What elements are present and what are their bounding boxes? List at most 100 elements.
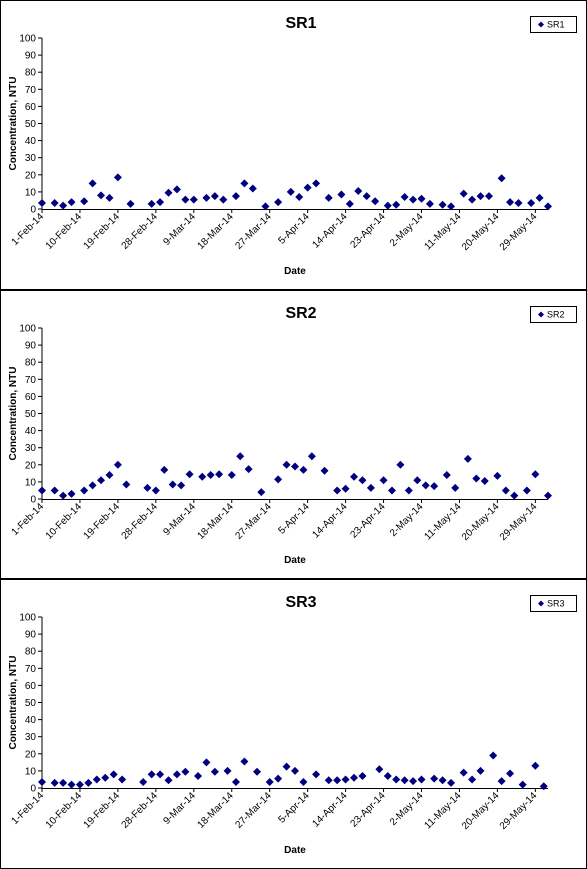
- y-tick-label: 30: [25, 153, 37, 164]
- chart-title: SR2: [285, 305, 316, 322]
- y-tick-label: 70: [25, 85, 37, 96]
- data-point-sr3-20: [231, 778, 240, 787]
- data-point-sr1-11: [156, 198, 165, 207]
- data-point-sr2-9: [122, 480, 131, 489]
- data-point-sr2-22: [257, 488, 266, 497]
- data-point-sr1-40: [438, 200, 447, 209]
- x-tick-label: 20-May-14: [460, 790, 502, 832]
- x-tick-label: 27-Mar-14: [233, 211, 274, 252]
- y-tick-label: 60: [25, 681, 37, 692]
- x-tick-label: 19-Feb-14: [82, 501, 123, 542]
- x-tick-label: 10-Feb-14: [44, 211, 85, 252]
- data-point-sr2-35: [387, 486, 396, 495]
- x-tick-label: 27-Mar-14: [233, 501, 274, 542]
- legend: SR3: [530, 595, 577, 612]
- legend-label: SR3: [547, 599, 565, 609]
- data-point-sr2-11: [151, 486, 160, 495]
- x-tick-label: 1-Feb-14: [10, 501, 47, 538]
- legend-box: [530, 16, 577, 33]
- x-tick-label: 9-Mar-14: [161, 790, 198, 827]
- data-point-sr2-50: [531, 470, 540, 479]
- data-point-sr3-5: [84, 778, 93, 787]
- data-point-sr1-48: [514, 199, 523, 208]
- y-tick-label: 80: [25, 358, 37, 369]
- data-point-sr1-16: [202, 193, 211, 202]
- y-tick-label: 10: [25, 766, 37, 777]
- x-tick-label: 29-May-14: [498, 790, 540, 832]
- data-point-sr2-48: [510, 491, 519, 500]
- legend-marker: [538, 311, 544, 318]
- x-tick-label: 29-May-14: [498, 501, 540, 543]
- legend: SR1: [530, 16, 577, 33]
- data-point-sr3-51: [539, 782, 548, 791]
- data-point-sr2-40: [430, 482, 439, 491]
- x-tick-label: 20-May-14: [460, 211, 502, 253]
- data-point-sr3-33: [358, 772, 367, 781]
- data-point-sr1-37: [409, 195, 418, 204]
- data-point-sr1-22: [261, 202, 270, 211]
- data-point-sr2-18: [215, 470, 224, 479]
- data-point-sr1-44: [476, 192, 485, 201]
- chart-panel-sr3: SR3 0 10 20 30 40 50 60 70 80 90 100 1-Feb-14 10-Feb-…: [0, 579, 587, 869]
- data-point-sr3-22: [253, 767, 262, 776]
- chart-sr2: SR2 0 10 20 30 40 50 60 70 80 90 100 1-Feb-1410-Feb-…: [0, 290, 587, 579]
- data-point-sr3-25: [282, 762, 291, 771]
- y-tick-label: 70: [25, 375, 37, 386]
- data-point-sr2-33: [366, 483, 375, 492]
- data-point-sr1-3: [67, 198, 76, 207]
- data-point-sr1-25: [295, 193, 304, 202]
- x-tick-label: 2-May-14: [388, 790, 426, 828]
- data-point-sr2-17: [206, 471, 215, 480]
- y-tick-label: 20: [25, 170, 37, 181]
- x-tick-label: 29-May-14: [498, 211, 540, 253]
- data-point-sr1-10: [147, 199, 156, 208]
- data-point-sr3-9: [118, 775, 127, 784]
- y-tick-label: 10: [25, 477, 37, 488]
- data-point-sr2-20: [236, 452, 245, 461]
- data-point-sr2-29: [333, 486, 342, 495]
- data-point-sr2-12: [160, 465, 169, 474]
- data-point-sr2-25: [291, 462, 299, 471]
- data-point-sr1-21: [248, 184, 257, 193]
- x-tick-label: 23-Apr-14: [348, 211, 388, 251]
- data-point-sr3-14: [172, 770, 181, 779]
- x-tick-label: 5-Apr-14: [276, 501, 312, 537]
- data-point-sr2-30: [341, 484, 350, 493]
- data-point-sr2-38: [413, 476, 422, 485]
- data-point-sr1-24: [286, 187, 295, 196]
- data-point-sr2-34: [379, 476, 388, 485]
- data-point-sr2-32: [358, 476, 367, 485]
- data-point-sr3-2: [59, 778, 68, 787]
- y-tick-label: 0: [30, 205, 36, 216]
- y-tick-label: 70: [25, 664, 37, 675]
- data-point-sr2-43: [463, 454, 472, 463]
- x-tick-label: 18-Mar-14: [195, 211, 236, 252]
- x-tick-label: 27-Mar-14: [233, 790, 274, 831]
- x-axis-title: Date: [284, 266, 306, 277]
- data-point-sr3-12: [156, 770, 165, 779]
- data-point-sr1-18: [219, 195, 228, 204]
- data-point-sr2-5: [88, 481, 97, 490]
- data-point-sr3-30: [333, 776, 342, 785]
- data-point-sr2-51: [544, 491, 552, 500]
- data-point-sr2-42: [451, 483, 460, 492]
- y-axis-title: Concentration, NTU: [8, 656, 19, 750]
- data-point-sr3-31: [341, 775, 350, 784]
- y-tick-label: 100: [19, 324, 36, 335]
- y-tick-label: 10: [25, 187, 37, 198]
- x-tick-label: 9-Mar-14: [161, 211, 198, 248]
- data-point-sr1-2: [59, 201, 68, 210]
- data-point-sr2-16: [198, 472, 207, 481]
- data-point-sr3-28: [312, 770, 321, 779]
- data-point-sr3-1: [50, 778, 59, 787]
- x-tick-label: 10-Feb-14: [44, 790, 85, 831]
- x-tick-label: 19-Feb-14: [82, 790, 123, 831]
- data-point-sr2-26: [299, 465, 308, 474]
- data-point-sr2-10: [143, 483, 152, 492]
- data-point-sr3-26: [291, 766, 299, 775]
- y-axis-title: Concentration, NTU: [8, 77, 19, 171]
- data-point-sr3-13: [164, 776, 173, 785]
- x-tick-label: 23-Apr-14: [348, 790, 388, 830]
- data-point-sr3-45: [476, 766, 485, 775]
- x-tick-label: 28-Feb-14: [120, 211, 161, 252]
